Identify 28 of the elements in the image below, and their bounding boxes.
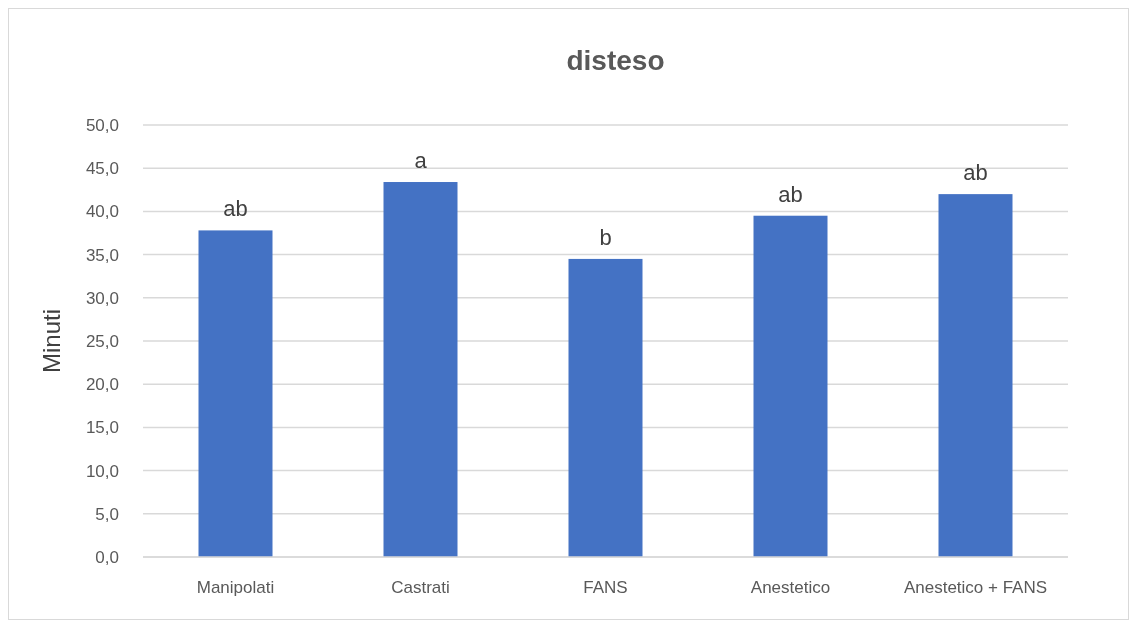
y-tick-label: 0,0: [95, 547, 119, 567]
data-label: ab: [963, 160, 988, 186]
x-tick-label: Anestetico: [750, 578, 831, 597]
bar: [568, 258, 643, 557]
data-label: ab: [778, 181, 803, 207]
y-tick-label: 15,0: [85, 418, 119, 438]
y-axis-title: Minuti: [38, 308, 65, 374]
bar: [938, 194, 1013, 557]
chart-title: disteso: [566, 45, 665, 76]
x-tick-label: Castrati: [391, 578, 450, 597]
y-tick-label: 40,0: [85, 202, 119, 222]
y-tick-label: 45,0: [85, 159, 119, 179]
x-tick-label: Manipolati: [196, 578, 275, 597]
x-tick-label: Anestetico + FANS: [903, 578, 1048, 597]
bar: [198, 230, 273, 557]
y-tick-label: 10,0: [85, 461, 119, 481]
data-label: b: [599, 224, 612, 250]
y-tick-label: 35,0: [85, 245, 119, 265]
y-tick-label: 50,0: [85, 115, 119, 135]
x-tick-label: FANS: [583, 578, 628, 597]
data-label: a: [414, 148, 428, 174]
y-tick-label: 25,0: [85, 331, 119, 351]
y-tick-label: 20,0: [85, 375, 119, 395]
y-tick-label: 5,0: [95, 504, 119, 524]
bar: [753, 215, 828, 557]
data-label: ab: [223, 196, 248, 222]
bar: [383, 182, 458, 557]
y-tick-label: 30,0: [85, 288, 119, 308]
